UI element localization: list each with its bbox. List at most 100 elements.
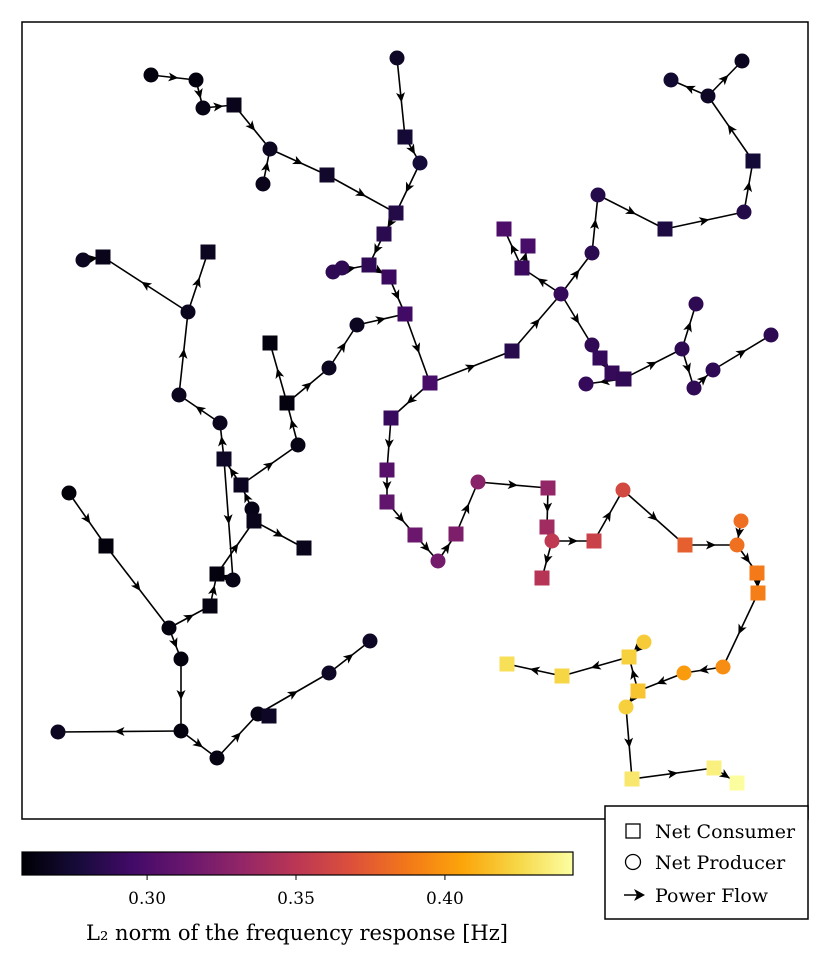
flow-arrow xyxy=(683,321,692,333)
flow-arrow xyxy=(230,732,241,743)
flow-arrow xyxy=(176,690,186,700)
producer-node xyxy=(262,141,278,157)
producer-node xyxy=(700,88,716,104)
consumer-node xyxy=(397,129,413,145)
flow-arrow-icon xyxy=(634,889,645,901)
producer-node xyxy=(430,553,446,569)
consumer-node xyxy=(750,585,766,601)
consumer-node xyxy=(361,257,377,273)
flow-arrow xyxy=(602,511,611,523)
producer-node xyxy=(705,362,721,378)
consumer-node xyxy=(630,683,646,699)
flow-arrow xyxy=(464,364,476,374)
producer-node xyxy=(50,724,66,740)
consumer-node xyxy=(621,649,637,665)
flow-arrow xyxy=(718,768,730,779)
flow-arrow xyxy=(168,637,178,649)
flow-arrow xyxy=(406,393,418,404)
flow-arrow xyxy=(336,342,346,354)
flow-arrow xyxy=(192,737,204,748)
flow-arrow xyxy=(590,219,599,230)
producer-node xyxy=(553,286,569,302)
colorbar-tick-label: 0.35 xyxy=(277,889,315,909)
consumer-node xyxy=(296,540,312,556)
producer-node xyxy=(618,699,634,715)
flow-arrow xyxy=(80,512,91,524)
producer-node xyxy=(763,327,779,343)
flow-arrow xyxy=(342,653,354,664)
producer-node xyxy=(212,415,228,431)
colorbar-strip xyxy=(21,851,574,876)
flow-arrow xyxy=(114,726,125,736)
flow-arrow xyxy=(684,85,696,95)
flow-arrow xyxy=(289,419,299,430)
consumer-node xyxy=(98,538,114,554)
flow-arrow xyxy=(195,406,207,416)
legend-flow-label: Power Flow xyxy=(655,885,769,907)
legend-consumer-label: Net Consumer xyxy=(655,821,796,843)
consumer-node xyxy=(592,350,608,366)
producer-node xyxy=(244,501,260,517)
consumer-node xyxy=(448,526,464,542)
consumer-node xyxy=(246,513,262,529)
flow-arrow xyxy=(382,481,392,491)
producer-node xyxy=(195,100,211,116)
consumer-node xyxy=(706,760,722,776)
flow-arrow xyxy=(419,541,430,552)
consumer-node xyxy=(745,153,761,169)
consumer-node xyxy=(615,371,631,387)
consumer-node xyxy=(407,527,423,543)
producer-node xyxy=(161,620,177,636)
producer-node xyxy=(663,72,679,88)
flow-arrow xyxy=(229,467,240,479)
producer-node xyxy=(173,723,189,739)
flow-arrow xyxy=(735,349,747,359)
flow-arrow xyxy=(286,690,298,700)
consumer-node xyxy=(397,306,413,322)
legend-box xyxy=(604,805,809,920)
flow-arrow xyxy=(193,88,203,99)
flow-arrow xyxy=(570,312,580,324)
flow-arrow xyxy=(168,72,179,82)
flow-arrow xyxy=(460,503,470,515)
consumer-node xyxy=(209,566,225,582)
producer-node xyxy=(470,474,486,490)
producer-node xyxy=(143,67,159,83)
plot-frame xyxy=(21,21,809,820)
producer-node xyxy=(674,341,690,357)
flow-arrow xyxy=(646,361,657,371)
flow-arrow xyxy=(406,143,415,155)
flow-arrow xyxy=(292,155,304,165)
flow-arrow xyxy=(529,666,541,676)
producer-circle-icon xyxy=(624,853,642,871)
consumer-node xyxy=(749,565,765,581)
consumer-node xyxy=(262,335,278,351)
producer-node xyxy=(389,50,405,66)
producer-node xyxy=(75,252,91,268)
producer-node xyxy=(412,155,428,171)
consumer-node xyxy=(383,410,399,426)
producer-node xyxy=(173,651,189,667)
producer-node xyxy=(615,482,631,498)
flow-arrow xyxy=(182,614,194,624)
flow-arrow xyxy=(727,124,738,136)
flow-arrow xyxy=(529,318,540,330)
consumer-node xyxy=(95,249,111,265)
flow-arrow xyxy=(384,438,394,449)
producer-node xyxy=(686,380,702,396)
flow-arrow xyxy=(223,514,233,525)
consumer-node xyxy=(539,519,555,535)
flow-arrow xyxy=(218,436,228,447)
consumer-node xyxy=(540,480,556,496)
consumer-node xyxy=(624,771,640,787)
flow-arrow xyxy=(275,368,285,380)
consumer-node xyxy=(657,221,673,237)
producer-node xyxy=(544,533,560,549)
flow-arrow xyxy=(667,769,678,779)
producer-node xyxy=(61,485,77,501)
producer-node xyxy=(225,572,241,588)
legend: Net Consumer Net Producer Power Flow xyxy=(604,805,809,920)
consumer-node xyxy=(729,775,745,791)
legend-producer-label: Net Producer xyxy=(655,852,786,874)
producer-node xyxy=(290,437,306,453)
